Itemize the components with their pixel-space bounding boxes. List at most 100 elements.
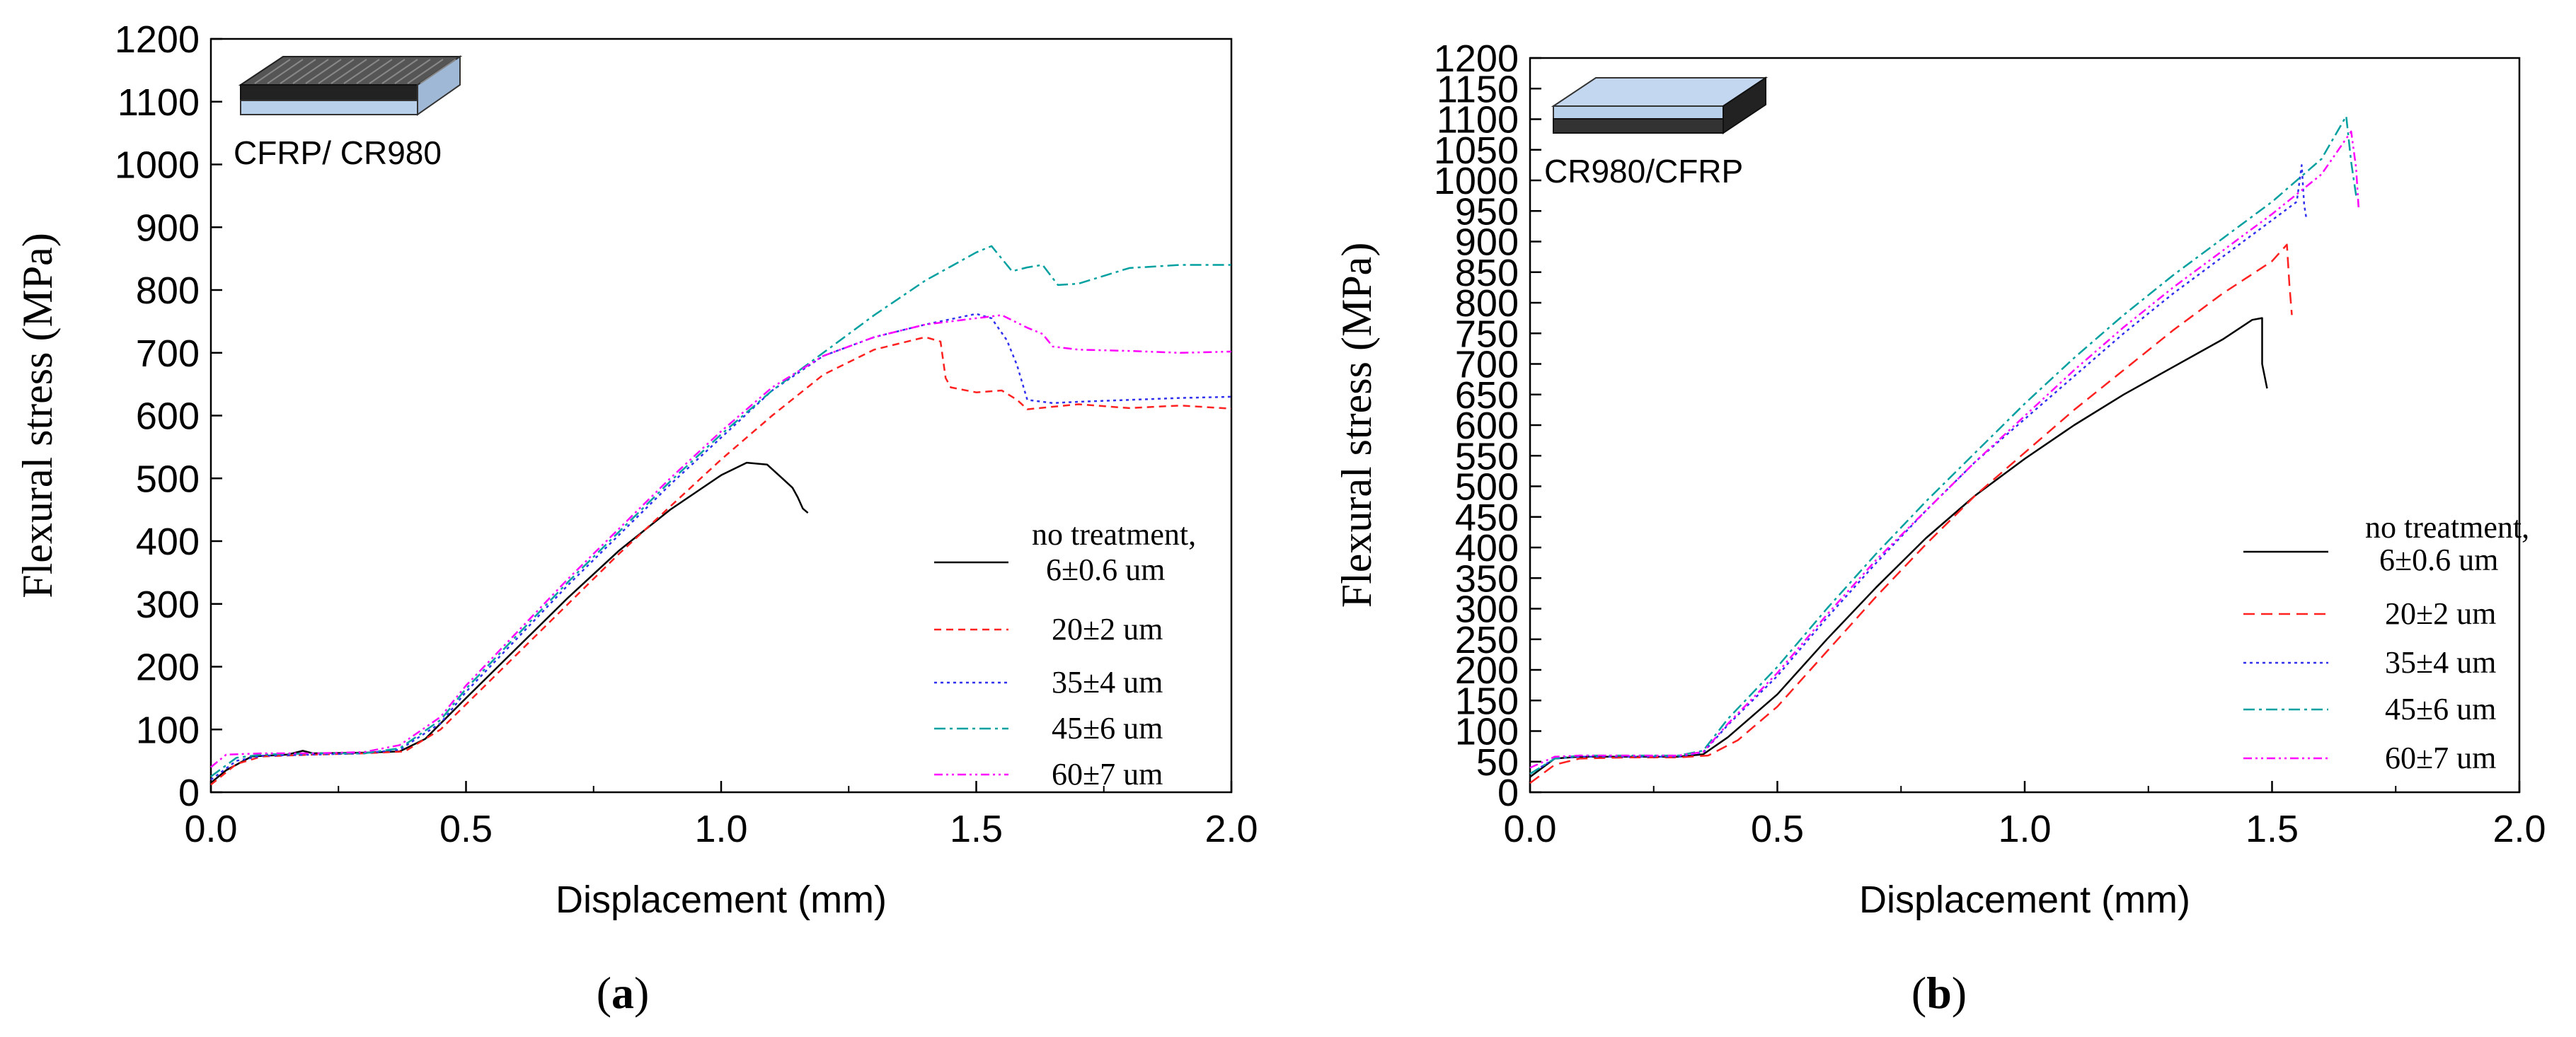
y-tick-label: 300 xyxy=(136,584,200,626)
y-tick-label: 0 xyxy=(1497,772,1519,814)
weave-line xyxy=(305,59,342,84)
y-tick-label: 1000 xyxy=(115,144,200,187)
y-tick-label: 0 xyxy=(178,772,200,814)
x-tick-label: 2.0 xyxy=(2492,808,2546,850)
specimen-steel-layer xyxy=(240,100,418,115)
x-tick-label: 2.0 xyxy=(1204,808,1258,850)
y-tick-label: 300 xyxy=(1455,589,1519,631)
specimen-icon xyxy=(238,55,463,116)
legend-label: 45±6 um xyxy=(1052,711,1163,746)
y-tick-label: 550 xyxy=(1455,435,1519,477)
legend-label: no treatment, xyxy=(1032,517,1196,552)
specimen-side-face xyxy=(1723,76,1766,134)
legend-label: 6±0.6 um xyxy=(1046,552,1165,587)
chart-panel-b: 0.0 0.5 1.0 1.5 2.00501001502002503003504004… xyxy=(1333,37,2546,1018)
y-tick-label: 650 xyxy=(1455,374,1519,417)
y-tick-label: 200 xyxy=(136,647,200,689)
x-tick-label: 1.5 xyxy=(950,808,1003,850)
y-tick-label: 400 xyxy=(1455,527,1519,569)
caption-open-paren: ( xyxy=(1911,968,1926,1018)
y-tick-label: 700 xyxy=(1455,344,1519,386)
weave-line xyxy=(267,59,304,84)
y-tick-label: 250 xyxy=(1455,619,1519,661)
y-tick-label: 1050 xyxy=(1434,129,1519,172)
y-tick-label: 1200 xyxy=(1434,37,1519,80)
y-axis-title: Flexural stress (MPa) xyxy=(14,233,61,598)
series-line-4 xyxy=(210,314,1232,768)
y-tick-label: 50 xyxy=(1476,741,1519,784)
legend-label: 60±7 um xyxy=(1052,757,1163,792)
caption-close-paren: ) xyxy=(634,968,649,1018)
legend-label: 35±4 um xyxy=(2385,645,2496,680)
series-line-3 xyxy=(210,245,1231,777)
panel-caption: (a) xyxy=(597,968,650,1018)
specimen-cfrp-layer xyxy=(240,84,418,101)
x-tick-label: 1.5 xyxy=(2246,808,2299,850)
weave-line xyxy=(343,59,380,84)
y-tick-label: 900 xyxy=(136,207,200,249)
weave-line xyxy=(292,59,329,84)
specimen-steel-layer xyxy=(1553,105,1724,120)
y-tick-label: 200 xyxy=(1455,649,1519,692)
weave-line xyxy=(318,59,355,84)
x-tick-label: 0.0 xyxy=(184,808,237,850)
weave-line xyxy=(356,59,393,84)
x-tick-label: 0.0 xyxy=(1503,808,1556,850)
y-tick-label: 900 xyxy=(1455,221,1519,264)
y-tick-label: 100 xyxy=(1455,711,1519,753)
legend-label: 20±2 um xyxy=(2385,596,2496,631)
y-tick-label: 1100 xyxy=(1437,99,1519,141)
legend-label: 20±2 um xyxy=(1052,612,1163,647)
y-tick-label: 400 xyxy=(136,521,200,563)
legend: no treatment,6±0.6 um 20±2 um 35±4 um 45±6 … xyxy=(2243,510,2529,775)
weave-line xyxy=(369,59,406,84)
series-line-0 xyxy=(1529,317,2268,778)
legend-label: 6±0.6 um xyxy=(2379,543,2498,577)
specimen-label: CFRP/ CR980 xyxy=(234,134,442,171)
series-line-2 xyxy=(1529,164,2308,775)
series-line-1 xyxy=(1529,243,2293,784)
y-tick-label: 800 xyxy=(1455,282,1519,325)
caption-letter: a xyxy=(611,968,634,1018)
series-line-4 xyxy=(1529,130,2360,769)
specimen-label: CR980/CFRP xyxy=(1544,153,1743,190)
y-tick-label: 750 xyxy=(1455,313,1519,355)
legend-label: 35±4 um xyxy=(1052,665,1163,700)
y-tick-label: 450 xyxy=(1455,497,1519,539)
x-axis-title: Displacement (mm) xyxy=(556,879,887,921)
weave-line xyxy=(407,59,444,84)
weave-line xyxy=(420,59,456,84)
weave-line xyxy=(381,59,418,84)
weave-line xyxy=(394,59,431,84)
y-tick-label: 700 xyxy=(136,332,200,375)
chart-panel-a: 0.0 0.5 1.0 1.5 2.0 0 100 200 300 400 500 600 700 800… xyxy=(14,18,1258,1018)
y-tick-label: 800 xyxy=(136,270,200,312)
panel-caption: (b) xyxy=(1911,968,1967,1018)
y-tick-label: 1200 xyxy=(115,18,200,61)
y-tick-label: 500 xyxy=(136,458,200,500)
series-line-0 xyxy=(210,461,809,784)
series-line-2 xyxy=(210,313,1232,781)
legend-label: 45±6 um xyxy=(2385,692,2496,726)
y-tick-label: 950 xyxy=(1455,190,1519,233)
caption-open-paren: ( xyxy=(597,968,611,1018)
x-axis-title: Displacement (mm) xyxy=(1859,879,2190,921)
y-tick-label: 350 xyxy=(1455,557,1519,600)
weave-line xyxy=(254,59,291,84)
legend-label: 60±7 um xyxy=(2385,741,2496,775)
y-tick-label: 1000 xyxy=(1434,160,1519,202)
x-tick-label: 0.5 xyxy=(1751,808,1804,850)
y-tick-label: 100 xyxy=(136,709,200,751)
y-axis-title: Flexural stress (MPa) xyxy=(1333,243,1380,608)
series-line-3 xyxy=(1529,115,2357,775)
y-tick-label: 600 xyxy=(136,395,200,438)
caption-close-paren: ) xyxy=(1952,968,1967,1018)
x-tick-label: 1.0 xyxy=(1998,808,2051,850)
specimen-cfrp-layer xyxy=(1553,118,1724,134)
legend: no treatment,6±0.6 um 20±2 um 35±4 um 45±6 … xyxy=(934,517,1196,792)
caption-letter: b xyxy=(1926,968,1952,1018)
legend-label: no treatment, xyxy=(2365,510,2529,545)
series-line-1 xyxy=(210,336,1232,786)
x-tick-label: 1.0 xyxy=(694,808,747,850)
